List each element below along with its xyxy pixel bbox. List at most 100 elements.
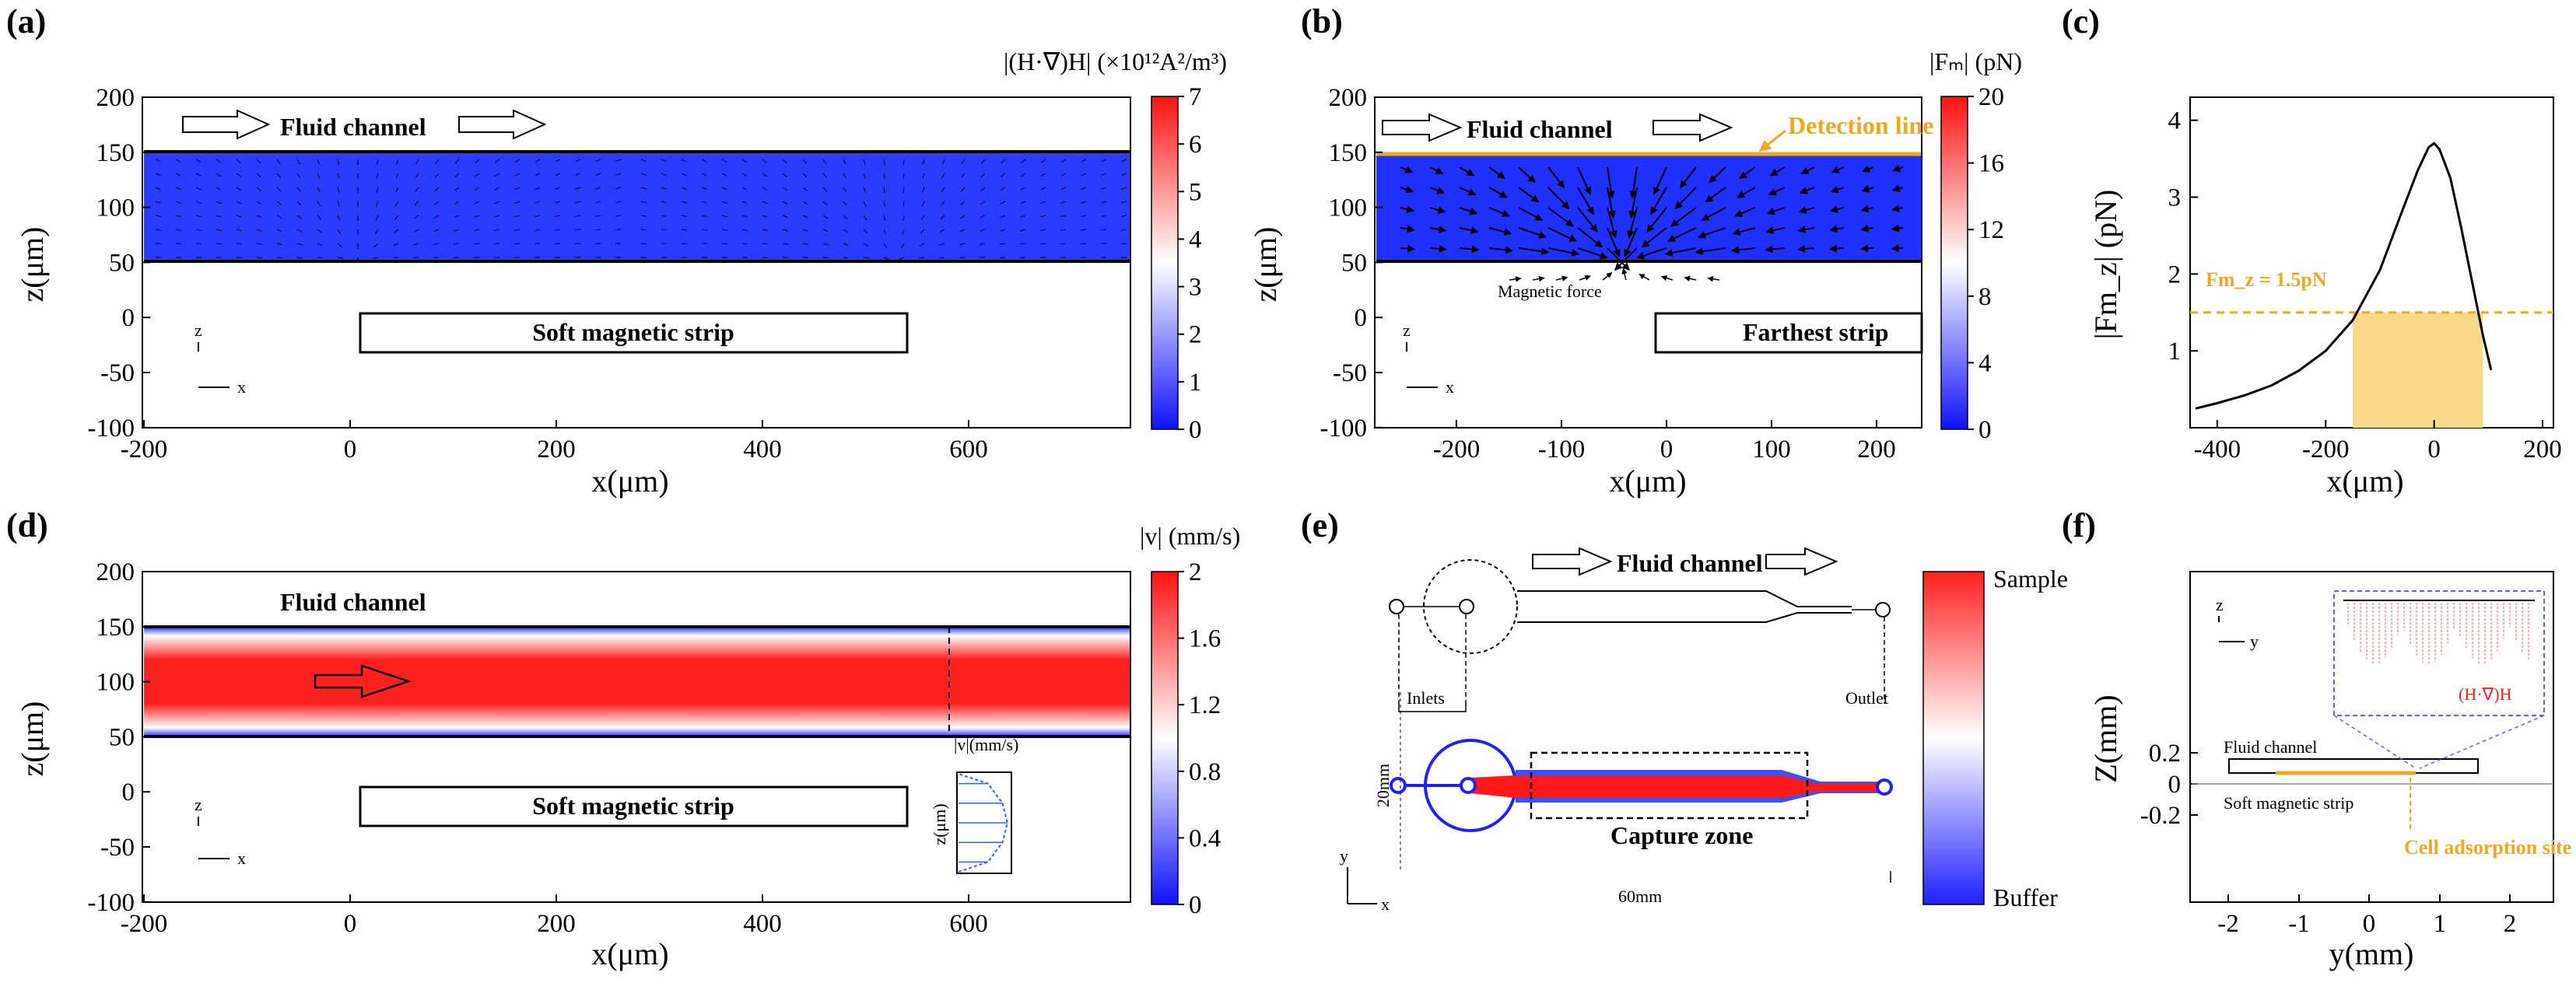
force-vector bbox=[1797, 226, 1815, 234]
field-vector bbox=[922, 159, 925, 165]
force-vector bbox=[1400, 205, 1415, 213]
field-vector bbox=[640, 201, 647, 204]
field-vector bbox=[883, 159, 885, 166]
force-vector bbox=[1488, 246, 1514, 254]
field-vector bbox=[1081, 173, 1087, 177]
panel-e: (e) Fluid channel Inlets Outlet Capture … bbox=[1301, 506, 2068, 914]
field-vector bbox=[474, 229, 480, 232]
field-vector bbox=[276, 159, 281, 164]
field-vector bbox=[980, 243, 986, 245]
panel-f-ylabel: Z(mm) bbox=[2088, 694, 2123, 782]
field-vector bbox=[640, 173, 647, 176]
field-vector bbox=[395, 159, 399, 165]
panel-e-channel-label: Fluid channel bbox=[1617, 549, 1763, 577]
field-vector bbox=[236, 229, 242, 232]
field-vector bbox=[296, 173, 301, 179]
force-vector bbox=[1766, 207, 1786, 215]
panel-e-outlet-label: Outlet bbox=[1845, 688, 1888, 708]
panel-a-colorbar-title: |(H·∇)H| (×10¹²A²/m³) bbox=[1004, 47, 1227, 75]
field-vector bbox=[661, 173, 667, 176]
field-vector bbox=[701, 243, 708, 245]
field-vector bbox=[1000, 187, 1006, 191]
panel-a-channel-label: Fluid channel bbox=[280, 113, 426, 141]
field-vector bbox=[236, 187, 242, 191]
field-vector bbox=[155, 201, 161, 204]
field-vector bbox=[337, 215, 341, 221]
field-vector bbox=[863, 159, 866, 165]
panel-e-width-label: 20mm bbox=[1373, 764, 1393, 807]
field-vector bbox=[534, 243, 541, 245]
y-tick-label: 100 bbox=[96, 194, 135, 222]
force-vector bbox=[1577, 227, 1603, 248]
force-vector bbox=[1607, 207, 1617, 239]
x-tick-label: -200 bbox=[1433, 436, 1481, 464]
force-vector bbox=[1488, 227, 1512, 236]
panel-b-strip-label: Farthest strip bbox=[1743, 318, 1889, 346]
field-vector bbox=[1101, 173, 1107, 177]
colorbar-tick-label: 0 bbox=[1189, 891, 1202, 919]
field-vector bbox=[337, 257, 343, 259]
field-vector bbox=[1020, 229, 1026, 232]
field-vector bbox=[195, 201, 202, 204]
field-vector bbox=[1040, 159, 1046, 163]
panel-e-capture-zone bbox=[1530, 751, 1809, 820]
force-vector bbox=[1627, 207, 1638, 239]
field-vector bbox=[1040, 187, 1046, 191]
y-tick-label: 0 bbox=[122, 304, 135, 332]
panel-a-colorbar-ticks: 7 6 5 4 3 2 1 0 bbox=[1178, 83, 1202, 444]
force-vector bbox=[1629, 166, 1638, 199]
colorbar-tick-label: 12 bbox=[1978, 216, 2004, 244]
field-vector bbox=[236, 201, 242, 205]
panel-d-ylabel: z(μm) bbox=[15, 701, 50, 777]
field-vector bbox=[175, 187, 181, 191]
field-vector bbox=[1121, 173, 1127, 176]
field-vector bbox=[1060, 229, 1067, 231]
force-vector bbox=[1737, 187, 1756, 198]
field-vector bbox=[413, 229, 419, 233]
field-vector bbox=[782, 229, 788, 232]
force-vector bbox=[1765, 245, 1786, 254]
field-vector bbox=[376, 173, 379, 179]
force-vector bbox=[1697, 227, 1726, 239]
field-vector bbox=[216, 201, 222, 205]
panel-f-inset-label: (H·∇)H bbox=[2459, 684, 2512, 704]
field-vector bbox=[256, 243, 262, 245]
panel-e-axis-y: y bbox=[1340, 846, 1348, 866]
force-vector bbox=[1636, 247, 1667, 260]
field-vector bbox=[195, 173, 202, 177]
field-vector bbox=[555, 173, 561, 177]
field-vector bbox=[762, 159, 767, 163]
field-vector bbox=[1000, 215, 1006, 219]
panel-b-axes: -200 -100 0 100 200 200 150 100 50 0 -50 -100 bbox=[1320, 84, 1896, 464]
field-vector bbox=[661, 243, 668, 245]
y-tick-label: -50 bbox=[1333, 359, 1367, 387]
y-tick-label: -100 bbox=[88, 889, 135, 917]
field-vector bbox=[863, 243, 869, 247]
field-vector bbox=[863, 229, 868, 234]
field-vector bbox=[615, 187, 622, 190]
field-vector bbox=[681, 173, 687, 177]
force-vector bbox=[1798, 206, 1815, 214]
field-vector bbox=[575, 215, 581, 217]
x-tick-label: -100 bbox=[1538, 436, 1586, 464]
field-vector bbox=[454, 215, 460, 219]
field-vector bbox=[296, 229, 303, 233]
field-vector bbox=[216, 229, 222, 232]
field-vector bbox=[1121, 201, 1127, 204]
field-vector bbox=[594, 243, 601, 245]
field-vector bbox=[175, 243, 182, 245]
colorbar-tick-label: 0.8 bbox=[1189, 758, 1221, 786]
panel-a: (a) Fluid channel Soft magnetic strip z … bbox=[6, 2, 1227, 499]
field-vector bbox=[941, 201, 945, 206]
field-vector bbox=[883, 243, 888, 249]
field-vector bbox=[939, 243, 945, 246]
field-vector bbox=[615, 229, 622, 231]
field-vector bbox=[155, 159, 161, 163]
colorbar-tick-label: 2 bbox=[1189, 558, 1202, 586]
field-vector bbox=[1081, 187, 1087, 190]
x-tick-label: 400 bbox=[743, 436, 782, 464]
field-vector bbox=[337, 187, 340, 193]
field-vector bbox=[661, 215, 667, 217]
field-vector bbox=[474, 215, 480, 218]
